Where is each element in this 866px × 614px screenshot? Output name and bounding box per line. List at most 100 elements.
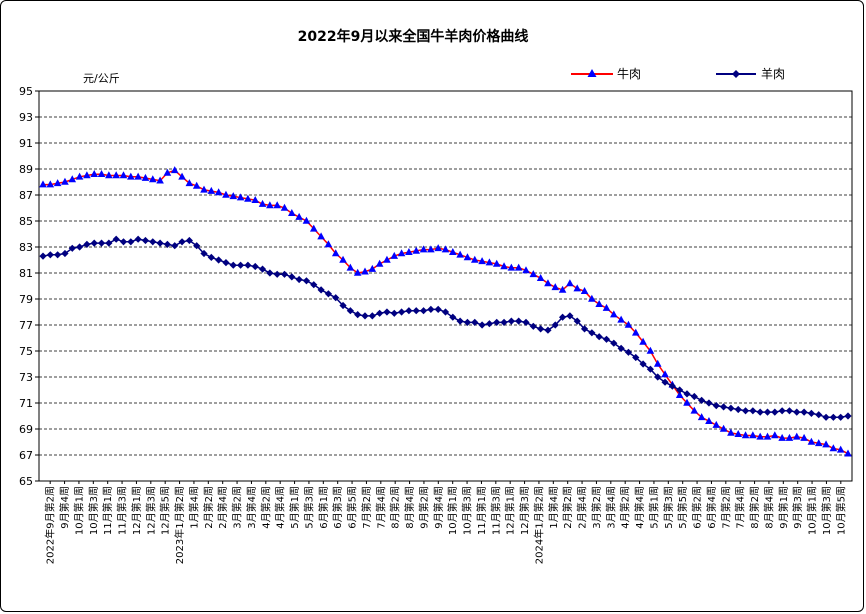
data-point	[676, 386, 684, 394]
x-tick-label: 5月第1周	[647, 486, 660, 529]
data-point	[661, 370, 669, 378]
data-point	[544, 279, 552, 287]
x-tick-label: 6月第1周	[317, 486, 330, 529]
data-point	[719, 403, 728, 411]
data-point	[653, 359, 662, 367]
data-point	[419, 307, 428, 315]
data-point	[310, 281, 318, 289]
y-tick-label: 89	[19, 163, 33, 176]
data-point	[90, 170, 99, 177]
data-point	[792, 432, 801, 440]
data-point	[178, 238, 186, 246]
x-tick-label: 11月第1周	[101, 486, 114, 535]
data-point	[573, 317, 581, 325]
x-tick-label: 10月第3周	[87, 486, 100, 535]
series-mutton	[39, 235, 852, 421]
data-point	[727, 404, 735, 412]
data-point	[397, 308, 406, 316]
data-point	[61, 177, 69, 185]
x-tick-label: 6月第4周	[705, 486, 718, 529]
data-point	[46, 180, 55, 188]
data-point	[427, 245, 435, 253]
data-point	[390, 251, 399, 259]
data-point	[814, 439, 823, 447]
data-point	[258, 199, 267, 207]
series-beef	[39, 166, 852, 457]
data-point	[749, 431, 757, 439]
data-point	[529, 270, 538, 278]
data-point	[127, 238, 135, 246]
data-point	[741, 407, 750, 415]
legend-label-beef: 牛肉	[617, 66, 641, 81]
data-point	[463, 318, 472, 326]
y-tick-label: 81	[19, 267, 33, 280]
x-tick-label: 9月第4周	[432, 486, 445, 529]
data-point	[690, 392, 698, 401]
data-point	[558, 285, 567, 293]
data-point	[266, 269, 274, 277]
data-point	[97, 239, 106, 247]
data-point	[251, 262, 259, 271]
data-point	[302, 216, 311, 224]
x-tick-label: 7月第2周	[360, 486, 373, 529]
data-point	[185, 236, 193, 245]
data-point	[156, 239, 164, 247]
data-point	[837, 413, 845, 421]
data-point	[170, 166, 179, 174]
x-tick-label: 2月第2周	[202, 486, 215, 529]
data-point	[331, 249, 340, 257]
x-tick-label: 10月第3周	[820, 486, 833, 535]
data-point	[412, 246, 421, 254]
data-point	[800, 433, 808, 441]
data-point	[610, 339, 618, 347]
grid-lines	[39, 116, 852, 456]
data-point	[288, 273, 296, 281]
data-point	[75, 243, 84, 251]
data-point	[53, 179, 62, 187]
data-point	[807, 409, 816, 417]
data-point	[258, 265, 267, 273]
data-point	[617, 344, 625, 352]
data-point	[354, 311, 362, 319]
data-point	[215, 256, 223, 264]
x-tick-label: 8月第4周	[762, 486, 775, 529]
data-point	[339, 301, 347, 310]
data-point	[119, 238, 128, 246]
x-tick-label: 5月第3周	[662, 486, 675, 529]
data-point	[112, 235, 120, 243]
data-point	[522, 318, 530, 326]
data-point	[727, 428, 735, 436]
y-tick-label: 95	[19, 85, 33, 98]
data-point	[749, 407, 757, 415]
data-point	[544, 326, 552, 334]
data-point	[105, 239, 113, 247]
data-point	[485, 320, 494, 328]
y-tick-label: 73	[19, 371, 33, 384]
data-point	[163, 240, 172, 248]
data-point	[705, 417, 713, 424]
data-point	[646, 346, 655, 354]
data-point	[507, 317, 515, 325]
data-point	[346, 307, 354, 315]
data-point	[456, 250, 464, 258]
x-tick-label: 11月第1周	[475, 486, 488, 535]
x-tick-label: 12月第5周	[159, 486, 172, 535]
x-tick-label: 10月第1周	[72, 486, 85, 535]
data-point	[558, 313, 567, 321]
data-point	[537, 325, 545, 333]
data-point	[368, 312, 376, 320]
data-point	[346, 263, 355, 271]
data-point	[602, 303, 611, 311]
x-tick-label: 8月第4周	[403, 486, 416, 529]
data-point	[588, 329, 596, 337]
data-point	[112, 171, 120, 179]
data-point	[427, 305, 435, 313]
x-tick-label: 9月第3周	[791, 486, 804, 529]
data-point	[470, 255, 479, 263]
data-point	[68, 175, 77, 183]
data-point	[471, 318, 479, 326]
data-point	[397, 249, 406, 257]
data-point	[536, 274, 545, 281]
data-point	[83, 240, 91, 248]
x-tick-label: 7月第4周	[734, 486, 747, 529]
